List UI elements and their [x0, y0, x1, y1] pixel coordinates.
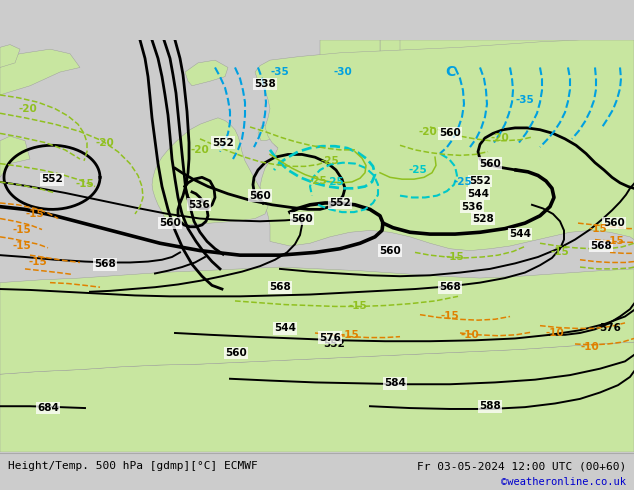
Text: -15: -15	[605, 236, 624, 245]
Text: 560: 560	[291, 214, 313, 223]
Text: 552: 552	[323, 339, 345, 349]
Text: -20: -20	[418, 126, 437, 137]
Text: 544: 544	[467, 189, 489, 199]
Text: Fr 03-05-2024 12:00 UTC (00+60): Fr 03-05-2024 12:00 UTC (00+60)	[417, 461, 626, 471]
Text: -25: -25	[409, 165, 427, 175]
Polygon shape	[0, 136, 30, 177]
Text: -10: -10	[461, 330, 479, 340]
Text: 560: 560	[379, 245, 401, 256]
Text: -35: -35	[515, 95, 534, 104]
Text: 568: 568	[94, 259, 116, 270]
Text: 560: 560	[249, 191, 271, 200]
Text: -25: -25	[321, 156, 339, 166]
Text: -15: -15	[13, 224, 31, 235]
Text: -15: -15	[441, 312, 460, 321]
Polygon shape	[258, 125, 272, 141]
Text: -10: -10	[546, 328, 564, 338]
Text: 552: 552	[329, 198, 351, 208]
Polygon shape	[0, 342, 634, 452]
Text: 528: 528	[472, 214, 494, 223]
Text: -25: -25	[309, 176, 327, 186]
Text: -15: -15	[340, 330, 359, 340]
Text: 552: 552	[212, 138, 234, 147]
Text: -10: -10	[581, 342, 599, 352]
Text: -15: -15	[588, 223, 607, 234]
Text: 552: 552	[469, 176, 491, 186]
Text: 560: 560	[159, 218, 181, 228]
Text: -20: -20	[191, 145, 209, 155]
Text: 568: 568	[590, 241, 612, 251]
Text: -30: -30	[333, 67, 353, 77]
Text: 560: 560	[479, 159, 501, 169]
Text: 560: 560	[439, 128, 461, 138]
Text: -15: -15	[25, 209, 44, 219]
Text: -15: -15	[349, 300, 367, 311]
Text: 552: 552	[41, 174, 63, 184]
Text: -15: -15	[75, 179, 94, 189]
Polygon shape	[152, 118, 268, 225]
Text: -20: -20	[18, 104, 37, 114]
Text: -15: -15	[13, 241, 31, 251]
Text: 588: 588	[479, 401, 501, 411]
Polygon shape	[0, 45, 20, 68]
Text: 560: 560	[225, 348, 247, 358]
Text: C: C	[445, 65, 455, 79]
Polygon shape	[380, 40, 634, 146]
Text: 536: 536	[461, 201, 483, 212]
Polygon shape	[270, 118, 305, 150]
Text: Height/Temp. 500 hPa [gdmp][°C] ECMWF: Height/Temp. 500 hPa [gdmp][°C] ECMWF	[8, 461, 258, 471]
Polygon shape	[320, 40, 380, 81]
Text: 536: 536	[188, 200, 210, 210]
Text: -15: -15	[446, 252, 464, 262]
Text: 584: 584	[384, 378, 406, 389]
Text: 544: 544	[509, 229, 531, 239]
Text: -15: -15	[550, 247, 569, 257]
Polygon shape	[0, 267, 634, 374]
Text: 568: 568	[269, 282, 291, 292]
Text: -25: -25	[453, 177, 472, 187]
Text: -20: -20	[96, 138, 114, 147]
Text: 684: 684	[37, 403, 59, 413]
Polygon shape	[0, 49, 80, 95]
Text: 576: 576	[319, 333, 341, 343]
Text: -15: -15	[29, 257, 48, 267]
Polygon shape	[255, 40, 634, 250]
Text: -35: -35	[271, 67, 289, 77]
Text: ©weatheronline.co.uk: ©weatheronline.co.uk	[501, 477, 626, 487]
Polygon shape	[185, 60, 228, 86]
Text: 576: 576	[599, 323, 621, 333]
Text: 538: 538	[254, 79, 276, 89]
Text: -20: -20	[491, 133, 509, 143]
Polygon shape	[400, 40, 634, 113]
Text: 560: 560	[603, 218, 625, 228]
Text: 544: 544	[274, 323, 296, 333]
Text: -25: -25	[326, 177, 344, 187]
Text: 568: 568	[439, 282, 461, 292]
